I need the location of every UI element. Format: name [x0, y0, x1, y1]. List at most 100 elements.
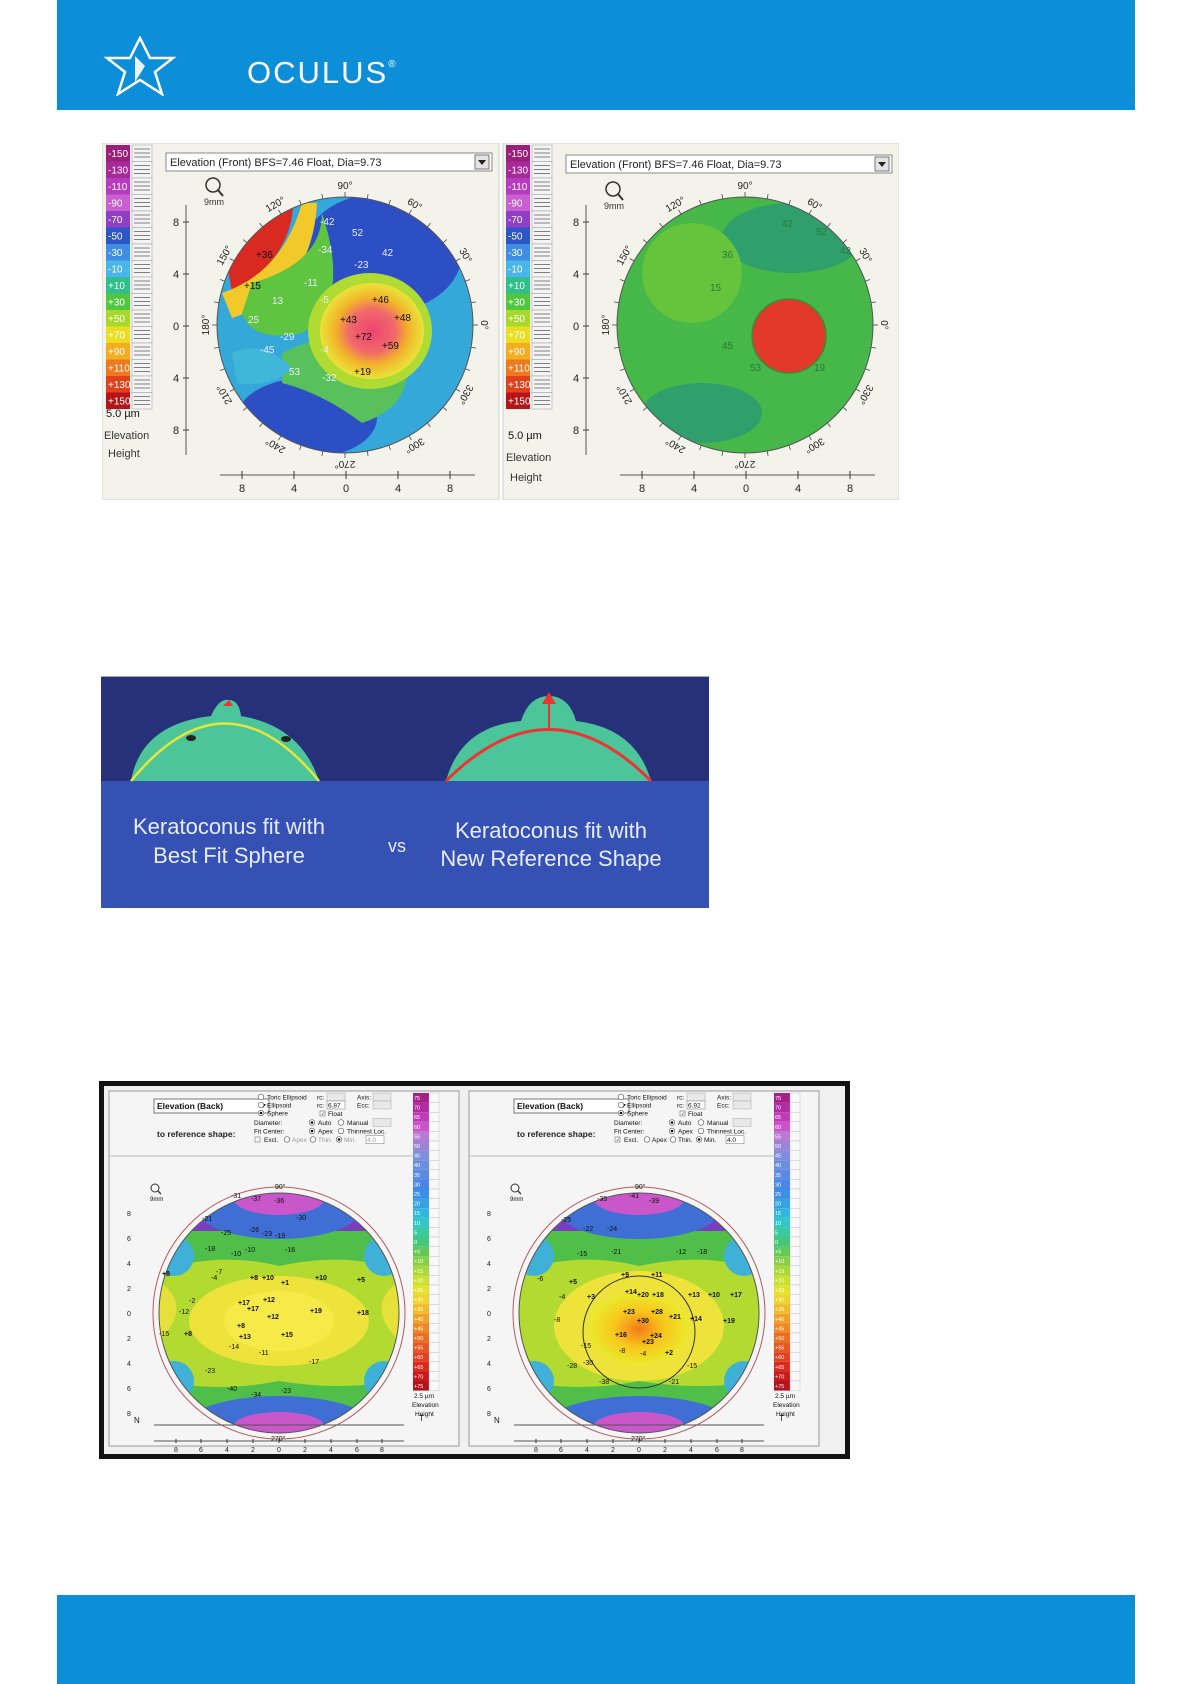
map-value: 42 — [382, 248, 394, 259]
scale-label: +10 — [775, 1259, 784, 1265]
diameter-manual-radio[interactable] — [697, 1119, 705, 1126]
x-tick-label: 2 — [611, 1447, 615, 1454]
rc-field[interactable] — [686, 1100, 706, 1110]
map-value: -29 — [280, 332, 295, 343]
axis-field[interactable] — [732, 1092, 752, 1102]
excl-checkbox[interactable] — [614, 1136, 621, 1143]
map-value: -38 — [599, 1379, 609, 1386]
y-tick-label: 0 — [573, 321, 579, 333]
scale-swatch — [506, 244, 530, 261]
map-type-dropdown-right[interactable]: Elevation (Back) — [517, 1101, 583, 1111]
fit-center-label: Fit Center: — [254, 1129, 285, 1136]
min-field[interactable] — [365, 1135, 385, 1144]
rc-field[interactable] — [326, 1100, 346, 1110]
scale-swatch — [413, 1237, 429, 1247]
map-value: +23 — [642, 1339, 654, 1346]
map-value: -42 — [320, 217, 335, 228]
scale-label: +75 — [775, 1384, 784, 1390]
float-checkbox[interactable] — [319, 1110, 326, 1117]
unit-label: 2.5 µm — [775, 1393, 795, 1400]
scale-swatch — [774, 1361, 790, 1372]
rc-field-disabled[interactable] — [326, 1092, 346, 1102]
scale-label: 10 — [414, 1221, 420, 1227]
map-value: -12 — [179, 1309, 189, 1316]
scale-label: 30 — [414, 1182, 420, 1188]
rc-value: 6.92 — [688, 1103, 701, 1110]
shape-radio[interactable] — [617, 1093, 625, 1101]
map-value: -25 — [561, 1217, 571, 1224]
scale-label: +55 — [775, 1346, 784, 1352]
chevron-down-icon[interactable] — [878, 162, 886, 167]
diameter-label: Diameter: — [254, 1120, 282, 1127]
scale-label: +10 — [508, 281, 525, 292]
angle-label-top: 90° — [635, 1183, 646, 1191]
cornea-bfs-shape — [131, 699, 319, 781]
scale-label: 60 — [414, 1125, 420, 1131]
scale-swatch — [774, 1265, 790, 1276]
excl-radio[interactable] — [283, 1136, 291, 1143]
excl-option-label: Apex — [652, 1137, 668, 1144]
x-tick-label: 8 — [639, 483, 645, 495]
chevron-down-icon[interactable] — [478, 160, 486, 165]
shape-option-label: Sphere — [627, 1111, 648, 1118]
map-value: 42 — [782, 219, 794, 230]
scale-swatch — [774, 1342, 790, 1353]
magnifier-icon[interactable] — [205, 177, 224, 197]
map-type-dropdown[interactable]: Elevation (Front) BFS=7.46 Float, Dia=9.… — [170, 157, 382, 169]
magnifier-icon[interactable] — [150, 1183, 160, 1193]
shape-radio[interactable] — [617, 1101, 625, 1109]
excl-radio[interactable] — [643, 1136, 651, 1143]
fit-thinnest-label: Thinnest Loc. — [347, 1129, 386, 1136]
magnifier-icon[interactable] — [510, 1183, 520, 1193]
left-caption-line2: Best Fit Sphere — [153, 843, 305, 868]
scale-swatch — [506, 178, 530, 195]
scale-swatch — [413, 1333, 429, 1343]
map-value: +30 — [637, 1318, 649, 1325]
map-value: -4 — [640, 1351, 646, 1358]
min-field[interactable] — [725, 1135, 745, 1144]
map-value: +10 — [262, 1275, 274, 1282]
scale-label: 35 — [414, 1173, 420, 1179]
rc-value: 6.87 — [328, 1103, 341, 1110]
right-caption-line2: New Reference Shape — [440, 846, 661, 871]
scale-label: +110 — [108, 364, 130, 375]
diameter-field[interactable] — [732, 1118, 752, 1127]
map-type-dropdown[interactable]: Elevation (Back) — [157, 1101, 223, 1111]
map-value: +46 — [372, 295, 389, 306]
excl-radio[interactable] — [309, 1136, 317, 1143]
scale-swatch — [774, 1189, 790, 1199]
map-value: -18 — [205, 1246, 215, 1253]
scale-swatch — [506, 343, 530, 360]
shape-radio[interactable] — [257, 1093, 265, 1101]
rc-field-disabled[interactable] — [686, 1092, 706, 1102]
excl-checkbox[interactable] — [254, 1136, 261, 1143]
scale-label: +5 — [775, 1250, 781, 1256]
scale-swatch — [774, 1208, 790, 1218]
map-value: +3 — [587, 1294, 595, 1301]
y-tick-label: 8 — [173, 217, 179, 229]
axis-field[interactable] — [372, 1092, 392, 1102]
x-tick-label: 8 — [847, 483, 853, 495]
fit-thinnest-radio[interactable] — [337, 1127, 345, 1135]
axis-label: Axis: — [717, 1095, 731, 1102]
diameter-manual-radio[interactable] — [337, 1119, 345, 1126]
fit-thinnest-label: Thinnest Loc. — [707, 1129, 746, 1136]
shape-radio[interactable] — [257, 1101, 265, 1109]
ecc-field[interactable] — [372, 1100, 392, 1110]
scale-swatch — [774, 1169, 790, 1180]
scale-label: 75 — [775, 1096, 781, 1102]
float-checkbox[interactable] — [679, 1110, 686, 1117]
scale-swatch — [413, 1169, 429, 1180]
magnifier-icon[interactable] — [605, 181, 624, 201]
diameter-field[interactable] — [372, 1118, 392, 1127]
map-value: -8 — [554, 1317, 560, 1324]
scale-label: +90 — [108, 347, 125, 358]
ecc-field[interactable] — [732, 1100, 752, 1110]
excl-radio[interactable] — [669, 1136, 677, 1143]
unit-label-elevation: Elevation — [773, 1402, 800, 1409]
excl-option-label: Apex — [292, 1137, 308, 1144]
fit-thinnest-radio[interactable] — [697, 1127, 705, 1135]
x-tick-label: 8 — [740, 1447, 744, 1454]
map-value: -8 — [619, 1348, 625, 1355]
map-type-dropdown-right[interactable]: Elevation (Front) BFS=7.46 Float, Dia=9.… — [570, 159, 782, 171]
